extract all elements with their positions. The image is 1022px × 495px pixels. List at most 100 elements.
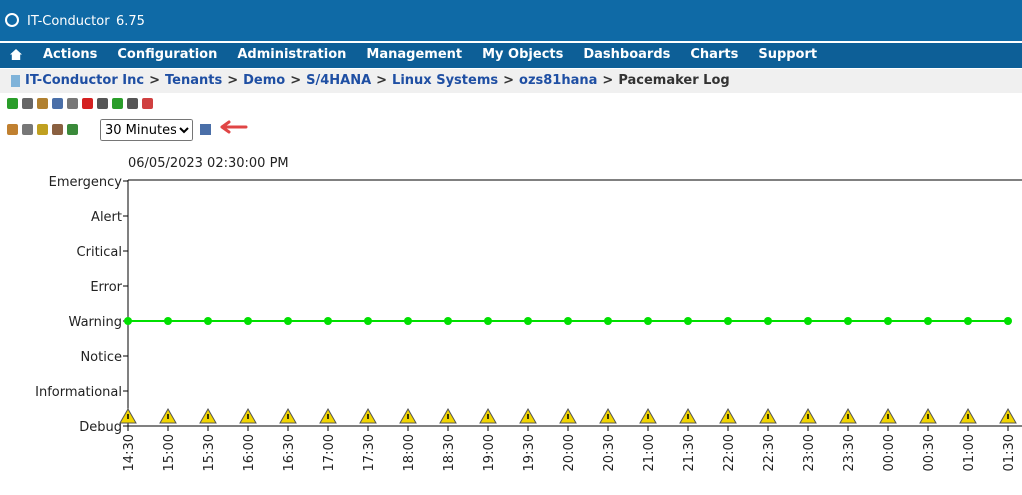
series-point: [764, 317, 772, 325]
series-point: [444, 317, 452, 325]
x-tick-label: 16:00: [242, 434, 257, 471]
series-point: [804, 317, 812, 325]
x-tick-label: 22:30: [762, 434, 777, 471]
interval-select[interactable]: 30 Minutes: [100, 119, 193, 141]
x-tick-label: 17:00: [322, 434, 337, 471]
warning-marker: [439, 407, 457, 424]
toolbar-2: [7, 124, 78, 135]
tool-icon[interactable]: [22, 124, 33, 135]
breadcrumb-link[interactable]: Demo: [243, 73, 286, 88]
x-tick-label: 15:30: [202, 434, 217, 471]
breadcrumb-separator: >: [227, 73, 239, 88]
x-tick-label: 20:30: [602, 434, 617, 471]
warning-marker: [119, 407, 137, 424]
tool-icon[interactable]: [7, 124, 18, 135]
x-tick-label: 01:30: [1002, 434, 1017, 471]
warning-marker: [479, 407, 497, 424]
y-tick-label: Alert: [91, 210, 122, 225]
breadcrumb-row: IT-Conductor Inc > Tenants > Demo > S/4HANA > Li…: [11, 73, 730, 88]
breadcrumb-icon: [11, 74, 20, 87]
breadcrumb-link[interactable]: IT-Conductor Inc: [25, 73, 145, 88]
breadcrumb-separator: >: [149, 73, 160, 88]
series-point: [204, 317, 212, 325]
tool-icon[interactable]: [142, 98, 153, 109]
warning-marker: [359, 407, 377, 424]
tool-icon[interactable]: [127, 98, 138, 109]
x-tick-label: 23:00: [802, 434, 817, 471]
menu-item[interactable]: Support: [758, 47, 818, 62]
y-tick-label: Warning: [69, 315, 122, 330]
warning-marker: [719, 407, 737, 424]
breadcrumb-link[interactable]: Linux Systems: [392, 73, 499, 88]
breadcrumb-link[interactable]: S/4HANA: [306, 73, 372, 88]
logo: [5, 13, 19, 27]
x-tick-label: 15:00: [162, 434, 177, 471]
tool-icon[interactable]: [97, 98, 108, 109]
breadcrumb-separator: >: [602, 73, 614, 88]
x-tick-label: 18:00: [402, 434, 417, 471]
breadcrumb-separator: >: [290, 73, 302, 88]
timestamp: 06/05/2023 02:30:00 PM: [128, 156, 289, 171]
warning-marker: [519, 407, 537, 424]
series-point: [644, 317, 652, 325]
app-version: 6.75: [116, 14, 145, 29]
menu-item[interactable]: Actions: [43, 47, 98, 62]
series-point: [924, 317, 932, 325]
breadcrumb-separator: >: [376, 73, 388, 88]
breadcrumb-separator: >: [503, 73, 515, 88]
tool-icon[interactable]: [82, 98, 93, 109]
series-point: [964, 317, 972, 325]
series-point: [164, 317, 172, 325]
series-point: [484, 317, 492, 325]
menu-items: Actions Configuration Administration Manage…: [43, 47, 817, 62]
x-tick-label: 20:00: [562, 434, 577, 471]
warning-marker: [559, 407, 577, 424]
toolbar: [7, 98, 153, 109]
warning-marker: [759, 407, 777, 424]
x-tick-label: 22:00: [722, 434, 737, 471]
warning-marker: [919, 407, 937, 424]
x-tick-label: 00:30: [922, 434, 937, 471]
tool-icon[interactable]: [7, 98, 18, 109]
menu-item[interactable]: Charts: [690, 47, 739, 62]
tool-icon[interactable]: [52, 124, 63, 135]
home-button[interactable]: [10, 49, 22, 60]
warning-marker: [839, 407, 857, 424]
chart-icon[interactable]: [200, 124, 211, 135]
breadcrumb-link[interactable]: Tenants: [164, 73, 223, 88]
x-tick-label: 21:00: [642, 434, 657, 471]
menu-item[interactable]: Management: [366, 47, 463, 62]
arrow: [220, 120, 248, 134]
series-point: [844, 317, 852, 325]
warning-marker: [879, 407, 897, 424]
tool-icon[interactable]: [67, 98, 78, 109]
tool-icon[interactable]: [37, 98, 48, 109]
menu-item[interactable]: Administration: [237, 47, 347, 62]
x-tick-label: 16:30: [282, 434, 297, 471]
breadcrumb: IT-Conductor Inc > Tenants > Demo > S/4HANA > Li…: [0, 69, 1022, 93]
tool-icon[interactable]: [67, 124, 78, 135]
warning-marker: [679, 407, 697, 424]
tool-icon[interactable]: [112, 98, 123, 109]
series-point: [324, 317, 332, 325]
tool-icon[interactable]: [37, 124, 48, 135]
tool-icon[interactable]: [52, 98, 63, 109]
x-tick-label: 17:30: [362, 434, 377, 471]
y-tick-label: Notice: [80, 350, 122, 365]
menu-item[interactable]: Configuration: [117, 47, 218, 62]
series-point: [404, 317, 412, 325]
warning-marker: [159, 407, 177, 424]
breadcrumb-link[interactable]: ozs81hana: [519, 73, 598, 88]
series-point: [884, 317, 892, 325]
warning-marker: [639, 407, 657, 424]
warning-marker: [199, 407, 217, 424]
tool-icon[interactable]: [22, 98, 33, 109]
x-tick-label: 23:30: [842, 434, 857, 471]
warning-marker: [599, 407, 617, 424]
breadcrumb-current: Pacemaker Log: [618, 73, 730, 88]
warning-marker: [959, 407, 977, 424]
menu-item[interactable]: My Objects: [482, 47, 564, 62]
y-tick-label: Debug: [79, 420, 122, 435]
menu-item[interactable]: Dashboards: [583, 47, 671, 62]
